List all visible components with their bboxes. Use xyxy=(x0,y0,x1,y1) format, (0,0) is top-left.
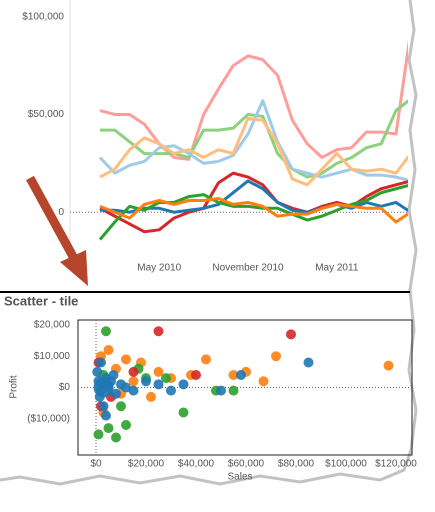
y-tick-label: ($10,000) xyxy=(27,413,70,424)
scatter-point xyxy=(121,354,131,365)
scatter-point xyxy=(178,407,189,418)
scatter-point xyxy=(216,385,226,396)
annotation-arrow xyxy=(26,175,88,286)
series-line xyxy=(99,39,408,161)
torn-edge-shadow xyxy=(0,0,418,486)
scatter-point xyxy=(101,326,111,337)
scatter-point xyxy=(98,401,109,412)
scatter-point xyxy=(128,376,139,387)
series-line xyxy=(98,99,408,182)
scatter-point xyxy=(116,401,126,412)
scatter-point xyxy=(201,354,211,365)
scatter-point xyxy=(111,388,121,399)
scatter-point xyxy=(383,360,394,371)
y-tick-label: $0 xyxy=(59,382,71,393)
x-tick-label: $60,000 xyxy=(228,459,265,470)
scatter-point xyxy=(303,357,314,368)
scatter-point xyxy=(166,385,176,396)
scatter-point xyxy=(228,385,239,396)
x-tick-label: May 2010 xyxy=(137,263,181,274)
scatter-point xyxy=(92,366,103,377)
scatter-point xyxy=(111,432,121,443)
x-axis-label: Sales xyxy=(227,472,252,483)
scatter-point xyxy=(121,382,131,393)
scatter-point xyxy=(128,385,139,396)
scatter-point xyxy=(153,379,164,390)
y-tick-label: $100,000 xyxy=(22,11,64,22)
scatter-point xyxy=(108,370,119,380)
scatter-point xyxy=(286,329,296,340)
x-tick-label: $80,000 xyxy=(278,459,315,470)
x-tick-label: $40,000 xyxy=(178,459,215,470)
y-tick-label: $20,000 xyxy=(34,320,71,331)
scatter-point xyxy=(236,370,246,380)
scatter-point xyxy=(103,345,114,355)
scatter-point xyxy=(93,429,104,440)
scatter-point xyxy=(271,351,281,362)
series-line xyxy=(98,184,408,241)
x-tick-label: $120,000 xyxy=(375,459,417,470)
sheet-title: Scatter - tile xyxy=(4,293,78,308)
scatter-point xyxy=(121,420,131,430)
scatter-point xyxy=(153,326,164,337)
x-tick-label: November 2010 xyxy=(212,263,284,274)
series-line xyxy=(100,179,408,214)
scatter-point xyxy=(258,376,269,387)
lines xyxy=(98,39,408,241)
y-tick-label: 0 xyxy=(58,207,64,218)
scatter-point xyxy=(161,373,171,384)
y-tick-label: $50,000 xyxy=(28,109,65,120)
scatter-point xyxy=(103,423,114,434)
x-tick-label: $20,000 xyxy=(128,459,165,470)
scatter-point xyxy=(128,366,139,377)
scatter-point xyxy=(191,370,201,380)
y-tick-label: $10,000 xyxy=(34,351,71,362)
cluster-blob xyxy=(93,377,114,398)
x-tick-label: May 2011 xyxy=(315,263,359,274)
scatter-point xyxy=(96,357,106,368)
scatter-point xyxy=(141,376,151,387)
scatter-point xyxy=(153,366,164,377)
x-tick-label: $0 xyxy=(90,459,102,470)
x-tick-label: $100,000 xyxy=(325,459,367,470)
scatter-point xyxy=(146,391,156,402)
points xyxy=(92,326,394,443)
scatter-point xyxy=(228,370,239,380)
series-line xyxy=(99,197,408,224)
scatter-point xyxy=(178,379,189,390)
y-axis-label: Profit xyxy=(9,375,20,399)
scatter-point xyxy=(101,410,111,421)
series-line xyxy=(99,116,408,187)
